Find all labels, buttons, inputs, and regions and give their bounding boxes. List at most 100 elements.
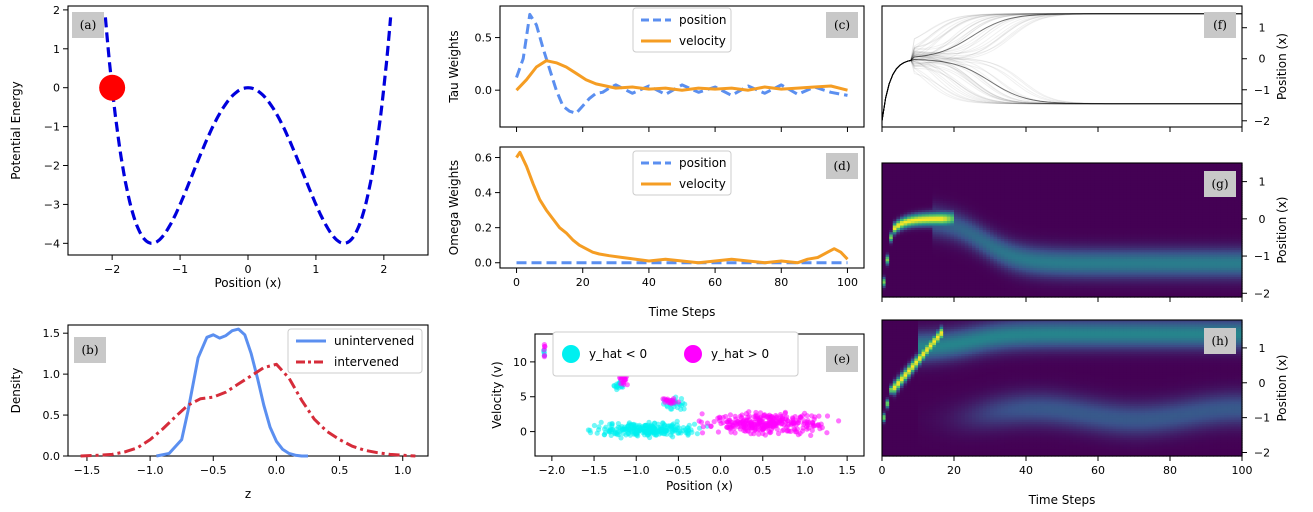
heatmap-cell [1058, 223, 1063, 227]
heatmap-cell [1036, 192, 1041, 195]
heatmap-cell [982, 252, 987, 256]
heatmap-cell [921, 218, 926, 222]
heatmap-cell [1004, 205, 1009, 209]
heatmap-cell [997, 171, 1002, 175]
heatmap-cell [1123, 234, 1128, 238]
heatmap-cell [1058, 203, 1063, 207]
heatmap-cell [1105, 292, 1110, 296]
heatmap-cell [1008, 267, 1013, 271]
heatmap-cell [997, 169, 1002, 173]
heatmap-cell [972, 247, 977, 251]
heatmap-cell [968, 214, 973, 218]
heatmap-cell [1058, 250, 1063, 253]
heatmap-cell [925, 218, 930, 222]
heatmap-cell [1119, 230, 1124, 233]
heatmap-cell [1026, 200, 1031, 204]
heatmap-cell [954, 189, 959, 193]
heatmap-cell [1087, 294, 1092, 298]
heatmap-cell [1065, 245, 1070, 249]
heatmap-cell [982, 192, 987, 195]
heatmap-cell [1033, 212, 1038, 215]
heatmap-cell [907, 203, 912, 207]
heatmap-cell [1029, 263, 1034, 267]
heatmap-cell [1036, 230, 1041, 233]
heatmap-cell [1087, 163, 1092, 166]
heatmap-cell [918, 214, 923, 218]
heatmap-cell [979, 203, 984, 207]
heatmap-cell [1116, 236, 1121, 240]
heatmap-cell [975, 243, 980, 247]
heatmap-cell [1029, 241, 1034, 244]
heatmap-cell [1054, 254, 1059, 258]
heatmap-cell [900, 256, 905, 260]
legend-label: position [679, 156, 727, 170]
heatmap-cell [1044, 274, 1049, 278]
heatmap-cell [914, 200, 919, 204]
heatmap-cell [1108, 218, 1113, 222]
heatmap-cell [1112, 214, 1117, 218]
heatmap-cell [1072, 247, 1077, 251]
heatmap-cell [1108, 214, 1113, 218]
trajectory-line [881, 54, 1242, 121]
heatmap-cell [1112, 178, 1117, 182]
heatmap-cell [910, 276, 915, 280]
heatmap-cell [1065, 263, 1070, 267]
heatmap-cell [1094, 247, 1099, 251]
heatmap-cell [972, 167, 977, 171]
heatmap-cell [1123, 198, 1128, 202]
heatmap-cell [1087, 165, 1092, 169]
heatmap-cell [928, 167, 933, 171]
heatmap-cell [936, 234, 941, 238]
heatmap-cell [1015, 180, 1020, 184]
heatmap-cell [1123, 261, 1128, 265]
heatmap-cell [928, 252, 933, 256]
heatmap-cell [964, 192, 969, 195]
heatmap-cell [990, 243, 995, 247]
heatmap-cell [1058, 194, 1063, 198]
heatmap-cell [1029, 187, 1034, 191]
heatmap-cell [921, 205, 926, 209]
heatmap-cell [990, 163, 995, 166]
heatmap-cell [903, 169, 908, 173]
heatmap-cell [1065, 218, 1070, 222]
heatmap-cell [1058, 283, 1063, 287]
heatmap-cell [1000, 198, 1005, 202]
heatmap-cell [1047, 256, 1052, 260]
heatmap-cell [954, 194, 959, 198]
heatmap-cell [1022, 165, 1027, 169]
heatmap-cell [964, 261, 969, 265]
heatmap-cell [903, 223, 908, 227]
heatmap-cell [889, 272, 894, 276]
heatmap-cell [1062, 281, 1067, 285]
heatmap-cell [1051, 241, 1056, 244]
heatmap-cell [957, 267, 962, 271]
heatmap-cell [1080, 274, 1085, 278]
heatmap-cell [1033, 267, 1038, 271]
heatmap-cell [1108, 187, 1113, 191]
heatmap-cell [882, 259, 887, 262]
heatmap-cell [1101, 183, 1106, 186]
heatmap-cell [1026, 290, 1031, 294]
heatmap-cell [914, 236, 919, 240]
heatmap-cell [1119, 227, 1124, 231]
heatmap-cell [961, 254, 966, 258]
heatmap-cell [986, 247, 991, 251]
heatmap-cell [1033, 214, 1038, 218]
heatmap-cell [1072, 270, 1077, 274]
heatmap-cell [1069, 227, 1074, 231]
heatmap-cell [975, 241, 980, 244]
heatmap-cell [1065, 189, 1070, 193]
heatmap-cell [882, 209, 887, 213]
heatmap-cell [982, 274, 987, 278]
heatmap-cell [889, 279, 894, 282]
heatmap-cell [990, 189, 995, 193]
y-tick-label: 1.0 [43, 368, 61, 381]
heatmap-cell [1094, 267, 1099, 271]
heatmap-cell [1116, 187, 1121, 191]
heatmap-cell [1058, 290, 1063, 294]
heatmap-cell [961, 169, 966, 173]
heatmap-cell [943, 270, 948, 274]
heatmap-cell [1040, 203, 1045, 207]
heatmap-cell [954, 270, 959, 274]
heatmap-cell [1036, 221, 1041, 224]
